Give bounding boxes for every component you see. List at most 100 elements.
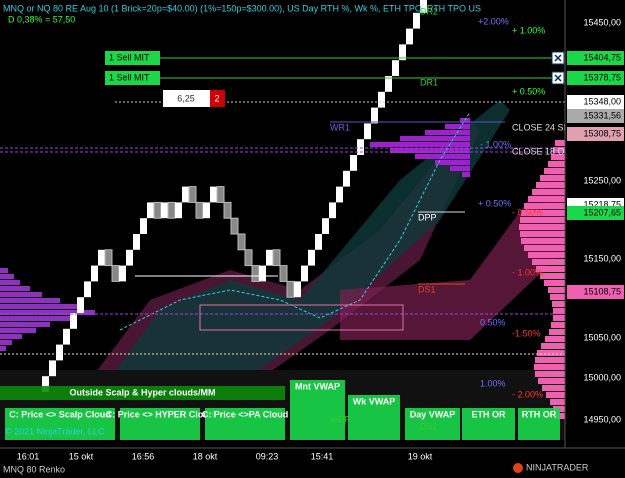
copyright: © 2021 NinjaTrader, LLC [5, 426, 105, 436]
time-label: 19 okt [408, 451, 433, 461]
percent-label: + 0.50% [512, 86, 545, 96]
volume-profile [536, 182, 565, 188]
volume-profile [0, 334, 22, 339]
pnl-box[interactable] [163, 90, 210, 107]
volume-profile [532, 259, 565, 265]
qty-box[interactable] [210, 90, 225, 107]
volume-profile [520, 231, 565, 237]
panel-button[interactable] [120, 408, 200, 440]
brick [315, 234, 322, 250]
brick [259, 265, 266, 282]
price-label: 15404,75 [583, 52, 621, 62]
price-label: 15207,65 [583, 207, 621, 217]
brick [182, 186, 189, 203]
price-label: 15348,00 [583, 96, 621, 106]
time-label: 15 okt [69, 451, 94, 461]
brick [413, 12, 420, 29]
panel-button[interactable] [205, 408, 285, 440]
percent-label: - 0.50% [512, 207, 543, 217]
title: MNQ or NQ 80 RE Aug 10 (1 Brick=20p=$40.… [3, 3, 481, 13]
volume-profile [540, 175, 565, 181]
panel-button-text: Day VWAP [410, 409, 456, 419]
brick [244, 249, 253, 267]
volume-profile [370, 142, 470, 147]
panel-button[interactable] [5, 408, 115, 440]
brick [216, 186, 225, 203]
volume-profile [553, 308, 565, 314]
price-label: 15450,00 [583, 17, 621, 27]
volume-profile [0, 304, 80, 309]
volume-profile [0, 316, 70, 321]
level-label: DS2 [420, 421, 438, 431]
brick [237, 233, 246, 251]
panel-button-text: ETH OR [471, 409, 506, 419]
volume-profile [0, 328, 36, 333]
volume-profile [536, 266, 565, 272]
order-label[interactable] [105, 51, 160, 65]
volume-profile [555, 140, 565, 146]
cloud [340, 150, 565, 340]
brick [364, 123, 371, 140]
brick [91, 265, 98, 282]
percent-label: - 1.00% [512, 267, 543, 277]
qty: 2 [214, 93, 219, 103]
panel-button[interactable] [0, 386, 285, 400]
brick [119, 265, 126, 282]
brick [140, 218, 147, 234]
volume-profile [535, 371, 565, 377]
percent-label: 1.00% [480, 378, 506, 388]
volume-profile [0, 298, 60, 303]
brick [153, 201, 162, 219]
brick [188, 186, 197, 203]
brick [111, 265, 120, 282]
brick [286, 280, 295, 298]
brick [167, 201, 176, 219]
percent-label: +2.00% [478, 16, 509, 26]
level-label: DR2 [420, 6, 438, 16]
volume-profile [400, 136, 470, 141]
level-label: WR1 [330, 122, 350, 132]
brick [147, 202, 154, 219]
volume-profile [549, 329, 565, 335]
panel-button[interactable] [348, 395, 400, 440]
volume-profile [545, 336, 565, 342]
volume-profile [551, 154, 565, 160]
vwap-line [119, 111, 471, 331]
brick [251, 265, 260, 282]
volume-profile [534, 364, 565, 370]
brick [223, 201, 232, 219]
percent-label: -1.50% [512, 328, 541, 338]
panel-button-text: Mnt VWAP [295, 381, 340, 391]
brick [350, 155, 357, 171]
brick [272, 249, 281, 267]
brick [343, 170, 350, 187]
orders: 1 Sell MIT 1 Sell MIT 6,25 2 [105, 51, 565, 107]
instrument: MNQ 80 Renko [3, 464, 65, 474]
volume-profile [519, 224, 565, 230]
brick [266, 249, 273, 266]
brick [385, 76, 392, 92]
order-label[interactable] [105, 71, 160, 85]
volume-profile [552, 301, 565, 307]
level-label: WPP [330, 414, 351, 424]
time-label: 15:41 [311, 451, 334, 461]
volume-profile [521, 210, 565, 216]
volume-profile [0, 322, 50, 327]
panel-button[interactable] [518, 408, 560, 440]
volume-profile [537, 350, 565, 356]
volume-profile [535, 357, 565, 363]
volume-profile [450, 166, 470, 171]
price-label: 15218,75 [583, 199, 621, 209]
volume-profile [541, 343, 565, 349]
panel-button[interactable] [462, 408, 515, 440]
volume-profile [546, 392, 565, 398]
panel-button[interactable] [405, 408, 460, 440]
panel-button[interactable] [290, 380, 345, 440]
labels: MNQ or NQ 80 RE Aug 10 (1 Brick=20p=$40.… [3, 3, 577, 474]
level-label: DR1 [420, 77, 438, 87]
brick [195, 201, 204, 219]
brick [378, 91, 385, 108]
pnl: 6,25 [177, 93, 195, 103]
panel-button-text: C: Price <> HYPER Cloud [106, 409, 215, 419]
volume-profile [550, 399, 565, 405]
